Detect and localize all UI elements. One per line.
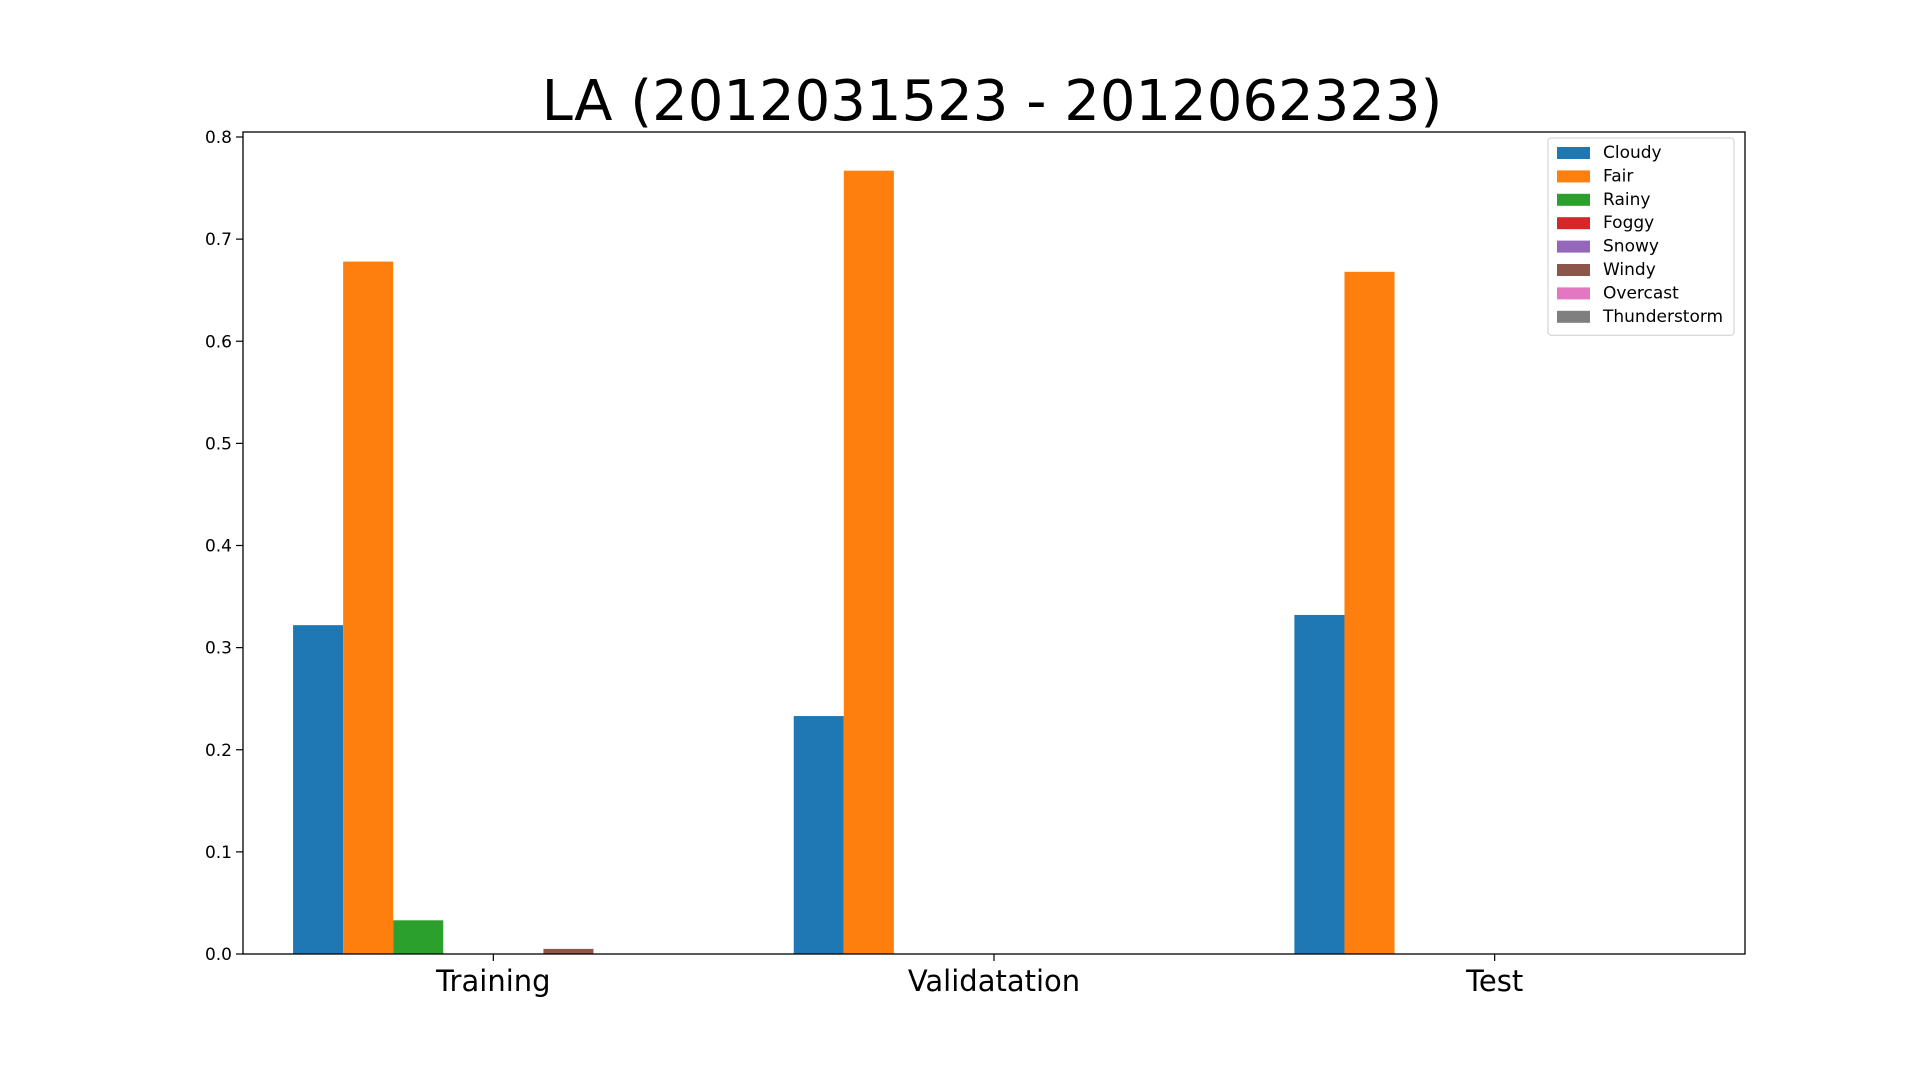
bars-group xyxy=(293,170,1395,955)
legend-label: Overcast xyxy=(1603,283,1679,303)
y-tick-label: 0.3 xyxy=(205,639,232,659)
legend-label: Rainy xyxy=(1603,190,1650,210)
bar-cloudy-validatation xyxy=(793,716,844,954)
x-tick-label: Test xyxy=(1465,964,1523,998)
legend-swatch xyxy=(1557,193,1590,206)
y-tick-label: 0.4 xyxy=(205,537,232,557)
x-tick-label: Validatation xyxy=(908,964,1080,998)
chart-title: LA (2012031523 - 2012062323) xyxy=(542,69,1443,134)
legend-box xyxy=(1547,137,1735,336)
y-tick-label: 0.1 xyxy=(205,843,232,863)
legend-label: Snowy xyxy=(1603,237,1659,257)
x-axis: Training Validatation Test xyxy=(435,954,1523,998)
plot-frame xyxy=(242,131,1746,955)
bar-cloudy-test xyxy=(1294,614,1345,954)
bar-windy-training xyxy=(543,948,594,954)
y-tick-label: 0.8 xyxy=(205,128,232,148)
legend-swatch xyxy=(1557,217,1590,230)
legend-label: Cloudy xyxy=(1603,143,1662,163)
y-tick-label: 0.5 xyxy=(205,434,232,454)
legend-label: Fair xyxy=(1603,166,1633,186)
bar-fair-training xyxy=(343,261,394,954)
y-tick-label: 0.6 xyxy=(205,332,232,352)
legend: Cloudy Fair Rainy Foggy Snowy Windy Overcast Th… xyxy=(1547,137,1735,336)
legend-swatch xyxy=(1557,287,1590,300)
legend-swatch xyxy=(1557,310,1590,323)
legend-swatch xyxy=(1557,240,1590,253)
legend-label: Foggy xyxy=(1603,213,1654,233)
bar-fair-test xyxy=(1344,271,1395,954)
y-tick-label: 0.0 xyxy=(205,945,232,965)
legend-label: Thunderstorm xyxy=(1602,307,1723,327)
legend-swatch xyxy=(1557,170,1590,183)
y-tick-label: 0.7 xyxy=(205,230,232,250)
legend-swatch xyxy=(1557,264,1590,276)
x-tick-label: Training xyxy=(435,964,550,998)
legend-swatch xyxy=(1557,147,1590,159)
bar-rainy-training xyxy=(393,920,444,954)
legend-label: Windy xyxy=(1603,260,1656,280)
y-tick-label: 0.2 xyxy=(205,741,232,761)
bar-cloudy-training xyxy=(293,625,344,954)
bar-fair-validatation xyxy=(843,170,894,955)
y-axis: 0.0 0.1 0.2 0.3 0.4 0.5 0.6 0.7 0.8 xyxy=(205,128,243,965)
